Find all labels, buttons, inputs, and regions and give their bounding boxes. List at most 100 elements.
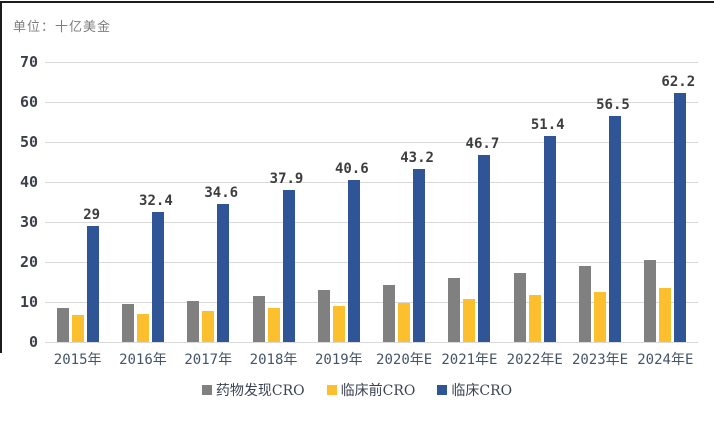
- bars: 34.6: [187, 185, 238, 342]
- x-axis-label: 2022年E: [506, 352, 563, 368]
- gridline-0: [45, 342, 698, 343]
- x-axis-label: 2024年E: [637, 352, 694, 368]
- y-tick-label: 70: [19, 53, 38, 71]
- bar-临床前CRO: [136, 313, 149, 342]
- bar-药物发现CRO: [383, 285, 396, 342]
- data-label: 37.9: [269, 171, 304, 188]
- data-label: 56.5: [596, 97, 630, 113]
- data-label: 43.2: [400, 150, 434, 167]
- bar-临床前CRO: [528, 295, 541, 342]
- x-axis-label: 2018年: [249, 352, 298, 368]
- bar-临床CRO: 29: [83, 207, 100, 342]
- data-label: 51.4: [530, 117, 565, 134]
- legend-swatch-icon: [326, 385, 337, 395]
- y-tick-label: 40: [19, 173, 38, 191]
- x-axis-label: 2019年: [314, 352, 363, 368]
- unit-label: 单位：十亿美金: [13, 20, 112, 35]
- x-axis-label: 2020年E: [376, 352, 433, 368]
- legend-swatch-icon: [201, 385, 212, 395]
- bar-药物发现CRO: [644, 260, 657, 342]
- x-axis-label: 2021年E: [441, 352, 498, 368]
- legend-label: 临床前CRO: [340, 383, 416, 399]
- legend-swatch-icon: [437, 385, 448, 395]
- y-tick-label: 30: [19, 213, 38, 231]
- x-axis-label: 2017年: [184, 352, 233, 368]
- bar-临床前CRO: [398, 302, 411, 342]
- y-tick-label: 20: [19, 253, 38, 271]
- bar-groups: 29 2015年 32.4 2016年 34.6 2017年 37.9 2018年 40.6 20…: [45, 62, 698, 368]
- x-axis-label: 2016年: [119, 352, 167, 368]
- bar-临床CRO: 56.5: [596, 97, 630, 342]
- bar-药物发现CRO: [513, 273, 526, 342]
- data-label: 46.7: [465, 136, 500, 153]
- bar-药物发现CRO: [121, 304, 134, 342]
- bar-group: 29 2015年: [54, 62, 102, 368]
- bar-临床前CRO: [202, 310, 215, 342]
- bar-临床CRO: 43.2: [400, 150, 434, 342]
- data-label: 34.6: [204, 184, 239, 201]
- bars: 46.7: [448, 136, 499, 342]
- bar-临床前CRO: [267, 308, 280, 342]
- bar-group: 62.2 2024年E: [637, 62, 695, 368]
- bar-药物发现CRO: [252, 296, 265, 342]
- y-tick-label: 0: [28, 333, 38, 351]
- bar-group: 43.2 2020年E: [376, 62, 434, 368]
- bars: 56.5: [579, 97, 630, 342]
- bars: 32.4: [121, 193, 173, 342]
- bars: 40.6: [317, 161, 369, 342]
- bar-药物发现CRO: [317, 290, 330, 342]
- bar-临床前CRO: [594, 292, 607, 342]
- bar-临床前CRO: [332, 305, 345, 342]
- bar-group: 37.9 2018年: [250, 62, 304, 368]
- legend-label: 临床CRO: [451, 383, 513, 399]
- y-tick-label: 50: [19, 133, 38, 151]
- plot-area: 0 10 20 30 40 50 60 70 29 2015年 32.4 2016年 34.6 2017…: [20, 53, 698, 368]
- legend-item: 药物发现CRO: [201, 380, 305, 400]
- gridline-10: [45, 302, 698, 303]
- bar-药物发现CRO: [448, 278, 461, 342]
- legend-label: 药物发现CRO: [215, 383, 305, 399]
- bar-临床CRO: 34.6: [204, 185, 238, 342]
- bar-group: 32.4 2016年: [119, 62, 173, 368]
- bar-group: 46.7 2021年E: [441, 62, 499, 368]
- bar-临床CRO: 62.2: [661, 74, 695, 342]
- x-axis-label: 2015年: [53, 352, 102, 368]
- bar-临床CRO: 32.4: [139, 193, 173, 342]
- bar-group: 40.6 2019年: [315, 62, 369, 368]
- bar-group: 34.6 2017年: [184, 62, 238, 368]
- gridline-20: [45, 262, 698, 263]
- legend-item: 临床前CRO: [326, 380, 416, 400]
- bar-group: 56.5 2023年E: [572, 62, 630, 368]
- bars: 62.2: [644, 74, 695, 342]
- gridline-50: [45, 142, 698, 143]
- bars: 29: [56, 207, 100, 342]
- legend: 药物发现CRO 临床前CRO 临床CRO: [0, 380, 714, 400]
- bar-临床前CRO: [463, 298, 476, 342]
- left-border-line: [0, 1, 2, 353]
- bar-临床CRO: 40.6: [335, 161, 369, 342]
- bar-临床CRO: 46.7: [466, 136, 499, 342]
- gridline-40: [45, 182, 698, 183]
- data-label: 40.6: [334, 160, 369, 177]
- x-axis-label: 2023年E: [571, 352, 629, 368]
- gridline-30: [45, 222, 698, 223]
- bar-药物发现CRO: [187, 300, 200, 342]
- gridline-70: [45, 62, 698, 63]
- legend-item: 临床CRO: [437, 380, 512, 400]
- gridline-60: [45, 102, 698, 103]
- top-border-line: [0, 1, 714, 3]
- bar-药物发现CRO: [56, 308, 69, 342]
- bars: 37.9: [252, 171, 303, 342]
- data-label: 32.4: [139, 193, 173, 210]
- bar-药物发现CRO: [579, 266, 592, 342]
- y-tick-label: 60: [19, 93, 38, 111]
- bar-临床前CRO: [659, 287, 672, 342]
- y-tick-label: 10: [19, 293, 38, 311]
- data-label: 29: [83, 207, 101, 223]
- bar-group: 51.4 2022年E: [507, 62, 565, 368]
- data-label: 62.2: [661, 74, 696, 91]
- bars: 43.2: [383, 150, 434, 342]
- bar-临床前CRO: [71, 314, 84, 342]
- bars: 51.4: [513, 117, 565, 342]
